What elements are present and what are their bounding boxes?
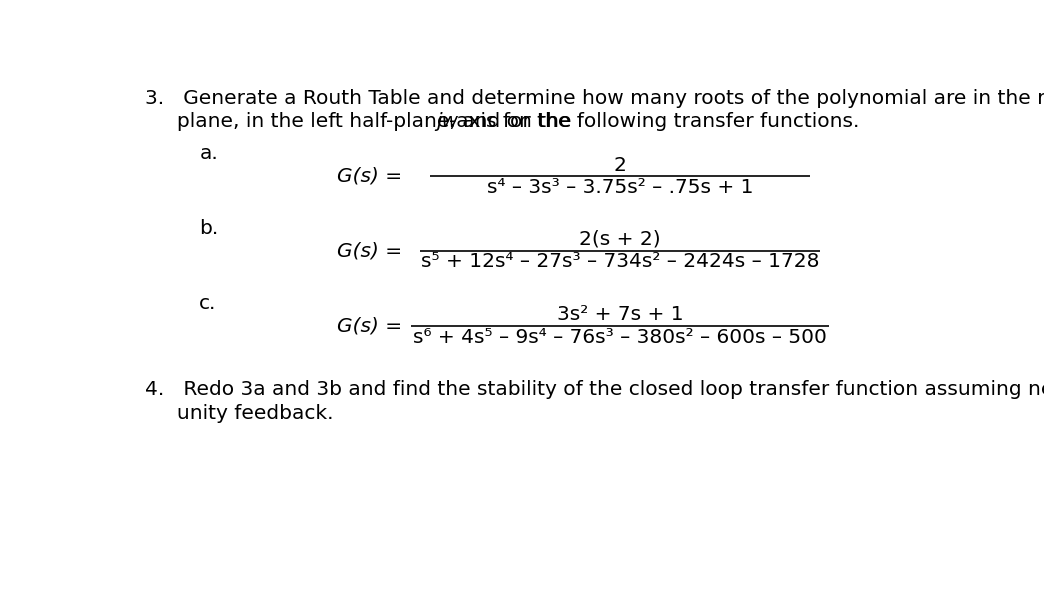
Text: plane, in the left half-plane, and on the: plane, in the left half-plane, and on th… <box>145 112 578 131</box>
Text: 3.   Generate a Routh Table and determine how many roots of the polynomial are i: 3. Generate a Routh Table and determine … <box>145 89 1044 108</box>
Text: G(s) =: G(s) = <box>337 241 402 260</box>
Text: G(s) =: G(s) = <box>337 167 402 186</box>
Text: 4.   Redo 3a and 3b and find the stability of the closed loop transfer function : 4. Redo 3a and 3b and find the stability… <box>145 381 1044 400</box>
Text: 3s² + 7s + 1: 3s² + 7s + 1 <box>556 305 684 324</box>
Text: c.: c. <box>199 294 217 313</box>
Text: s⁶ + 4s⁵ – 9s⁴ – 76s³ – 380s² – 600s – 500: s⁶ + 4s⁵ – 9s⁴ – 76s³ – 380s² – 600s – 5… <box>413 327 827 346</box>
Text: s⁴ – 3s³ – 3.75s² – .75s + 1: s⁴ – 3s³ – 3.75s² – .75s + 1 <box>487 178 754 197</box>
Text: a.: a. <box>199 144 218 163</box>
Text: b.: b. <box>199 219 218 238</box>
Text: jw: jw <box>436 112 458 131</box>
Text: unity feedback.: unity feedback. <box>145 404 334 423</box>
Text: -axis for the following transfer functions.: -axis for the following transfer functio… <box>449 112 859 131</box>
Text: 2: 2 <box>614 155 626 175</box>
Text: 2(s + 2): 2(s + 2) <box>579 230 661 249</box>
Text: G(s) =: G(s) = <box>337 316 402 335</box>
Text: s⁵ + 12s⁴ – 27s³ – 734s² – 2424s – 1728: s⁵ + 12s⁴ – 27s³ – 734s² – 2424s – 1728 <box>421 252 820 271</box>
